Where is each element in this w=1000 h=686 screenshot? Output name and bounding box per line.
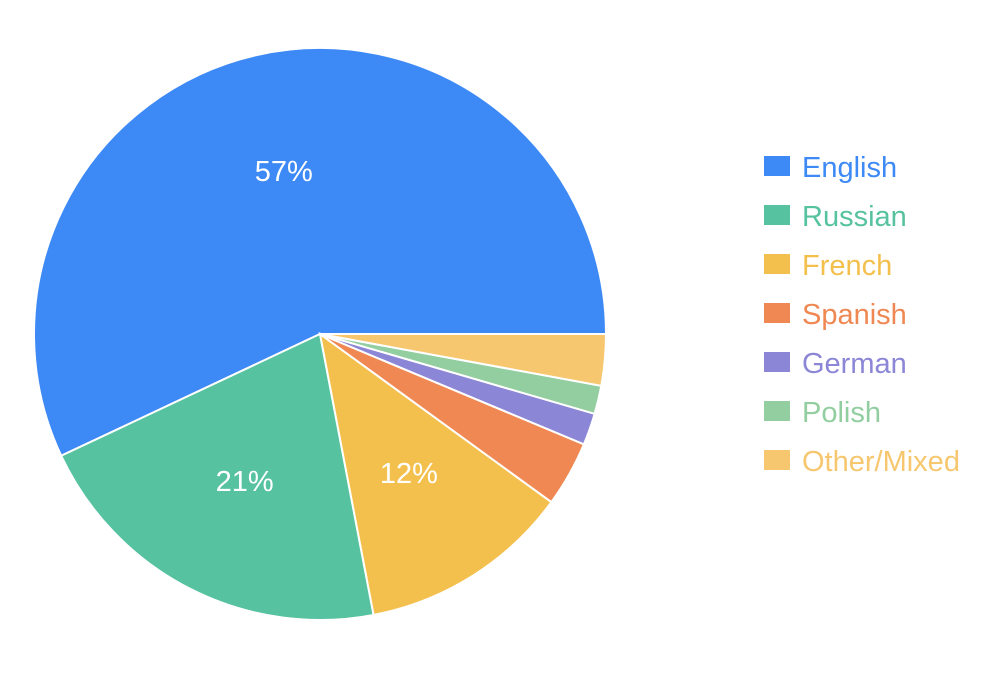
legend-label-spanish: Spanish <box>802 299 907 331</box>
legend-label-other-mixed: Other/Mixed <box>802 446 960 478</box>
legend-swatch-other-mixed <box>764 450 790 470</box>
legend-item-english[interactable]: English <box>764 152 897 184</box>
slice-label-russian: 21% <box>216 466 274 498</box>
legend-label-french: French <box>802 250 892 282</box>
legend-swatch-russian <box>764 205 790 225</box>
legend-item-german[interactable]: German <box>764 348 907 380</box>
slice-label-english: 57% <box>255 156 313 188</box>
legend-item-polish[interactable]: Polish <box>764 397 881 429</box>
legend-swatch-french <box>764 254 790 274</box>
legend-label-german: German <box>802 348 907 380</box>
legend-item-russian[interactable]: Russian <box>764 201 907 233</box>
legend-swatch-polish <box>764 401 790 421</box>
legend-label-english: English <box>802 152 897 184</box>
legend-label-polish: Polish <box>802 397 881 429</box>
pie-slice-russian <box>59 332 375 621</box>
chart-legend: English Russian French Spanish German Polish O… <box>764 152 960 478</box>
slice-label-french: 12% <box>380 458 438 490</box>
pie-slice-english <box>33 46 608 458</box>
legend-item-french[interactable]: French <box>764 250 892 282</box>
pie-slice-french <box>318 331 553 617</box>
pie-slices <box>33 46 608 621</box>
legend-swatch-spanish <box>764 303 790 323</box>
legend-swatch-english <box>764 156 790 176</box>
legend-label-russian: Russian <box>802 201 907 233</box>
pie-slice-labels: 57% 21% 12% <box>216 156 438 498</box>
pie-slice-other-mixed <box>319 333 608 387</box>
legend-swatch-german <box>764 352 790 372</box>
legend-item-spanish[interactable]: Spanish <box>764 299 907 331</box>
legend-item-other-mixed[interactable]: Other/Mixed <box>764 446 960 478</box>
